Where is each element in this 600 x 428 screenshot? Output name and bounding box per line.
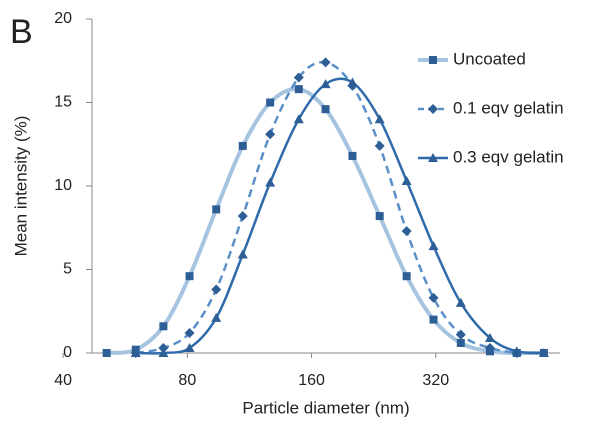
marker <box>185 272 194 281</box>
marker <box>401 175 412 185</box>
marker <box>293 72 304 83</box>
legend-marker <box>428 153 438 162</box>
marker <box>455 297 466 307</box>
marker <box>538 348 549 357</box>
marker <box>130 348 141 357</box>
marker <box>158 348 169 357</box>
x-tick-label: 80 <box>178 372 196 389</box>
series-line <box>135 77 544 355</box>
marker <box>158 342 169 353</box>
y-axis-label: Mean intensity (%) <box>11 116 30 257</box>
x-tick-label: 320 <box>422 372 449 389</box>
marker <box>293 114 304 124</box>
marker <box>428 292 439 303</box>
marker <box>184 327 195 338</box>
marker <box>320 79 331 89</box>
marker <box>401 226 412 237</box>
marker <box>265 129 276 140</box>
marker <box>428 241 439 251</box>
marker <box>374 140 385 151</box>
marker <box>484 342 495 353</box>
marker <box>238 141 247 150</box>
marker <box>184 342 195 352</box>
y-tick-label: 5 <box>63 261 72 278</box>
legend-marker <box>429 56 437 64</box>
marker <box>266 98 275 107</box>
marker <box>265 177 276 187</box>
legend-marker <box>428 104 438 114</box>
marker <box>375 212 384 221</box>
marker <box>455 329 466 340</box>
panel-label: B <box>10 13 33 51</box>
legend-label: 0.3 eqv gelatin <box>453 147 564 166</box>
marker <box>159 322 168 331</box>
marker <box>237 249 248 259</box>
marker <box>456 338 465 347</box>
marker <box>429 315 438 324</box>
legend-label: 0.1 eqv gelatin <box>453 98 564 117</box>
marker <box>212 205 221 214</box>
marker <box>102 349 111 357</box>
marker <box>511 346 522 356</box>
x-tick-label: 40 <box>54 372 72 389</box>
marker <box>374 114 385 124</box>
x-tick-label: 160 <box>298 372 325 389</box>
marker <box>294 85 303 94</box>
y-tick-label: 0 <box>63 344 72 361</box>
marker <box>321 105 330 114</box>
y-tick-label: 20 <box>54 10 72 27</box>
marker <box>237 211 248 222</box>
y-tick-label: 15 <box>54 94 72 111</box>
marker <box>402 272 411 281</box>
series-line <box>106 87 544 356</box>
marker <box>348 151 357 160</box>
legend-label: Uncoated <box>453 49 526 68</box>
marker <box>211 284 222 295</box>
marker <box>484 332 495 342</box>
y-tick-label: 10 <box>54 177 72 194</box>
marker <box>211 312 222 322</box>
marker <box>347 77 358 87</box>
marker <box>320 57 331 68</box>
x-axis-label: Particle diameter (nm) <box>242 398 409 417</box>
